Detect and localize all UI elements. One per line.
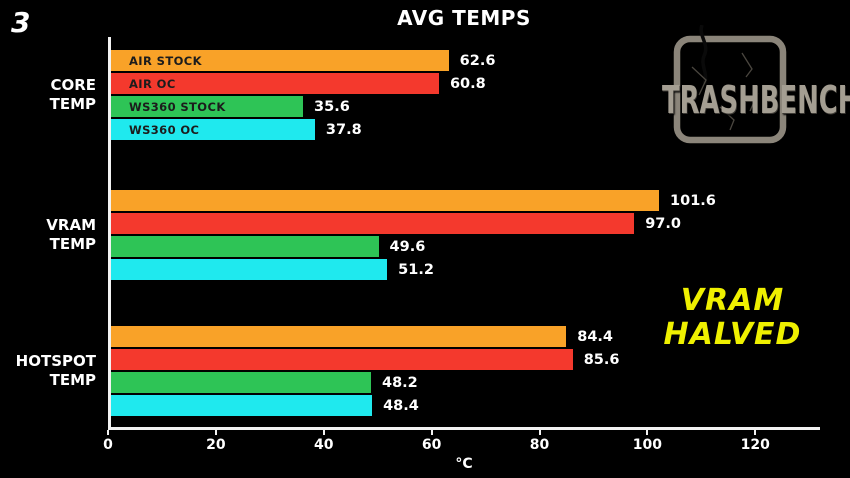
bar-air-oc-hotspot: 85.6 [111, 349, 620, 370]
group-label-line2: TEMP [49, 371, 96, 389]
bar-air-oc-vram: 97.0 [111, 213, 681, 234]
bar-air-stock-vram: 101.6 [111, 190, 716, 211]
vram-halved-line2: HALVED [663, 317, 802, 352]
trashbench-logo-frame [673, 25, 787, 144]
group-label-hotspot: HOTSPOT TEMP [0, 352, 101, 390]
bar-series-label-air-oc: AIR OC [129, 76, 176, 91]
plot-area: AIR STOCK 62.6 101.6 84.4 AIR OC 60.8 97.0 85.6… [108, 37, 820, 430]
bar-value-label: 37.8 [325, 121, 362, 138]
bar-value-label: 51.2 [398, 261, 434, 278]
x-tick-label: 40 [314, 437, 334, 453]
group-label-line1: VRAM [46, 216, 96, 234]
bar-ws360-stock-core: WS360 STOCK 35.6 [111, 96, 350, 117]
bar-air-stock-core: AIR STOCK 62.6 [111, 50, 495, 71]
bar-value-label: 48.4 [383, 397, 419, 414]
vram-halved-line1: VRAM [680, 283, 785, 318]
bar-value-label: 85.6 [583, 351, 620, 368]
bar-value-label: 101.6 [670, 192, 716, 209]
trashbench-logo: TRASHBENCH [630, 25, 850, 155]
x-tick-mark [538, 430, 541, 435]
x-tick-mark [430, 430, 433, 435]
x-tick-label: 20 [206, 437, 226, 453]
group-label-line1: CORE [50, 76, 96, 94]
x-tick-mark [754, 430, 757, 435]
group-label-line2: TEMP [49, 95, 96, 113]
x-tick-mark [322, 430, 325, 435]
x-axis-label: °C [455, 456, 473, 472]
x-tick-label: 120 [740, 437, 770, 453]
bar-air-stock-hotspot: 84.4 [111, 326, 613, 347]
bar-series-label-ws360-stock: WS360 STOCK [129, 99, 226, 114]
bar-value-label: 49.6 [389, 238, 426, 255]
bar-value-label: 97.0 [645, 215, 681, 232]
x-tick-mark [214, 430, 217, 435]
page-number: 3 [11, 6, 31, 39]
group-label-line2: TEMP [49, 235, 96, 253]
bar-value-label: 62.6 [459, 52, 496, 69]
group-label-line1: HOTSPOT [15, 352, 96, 370]
bar-value-label: 48.2 [381, 374, 418, 391]
group-label-vram: VRAM TEMP [0, 216, 101, 254]
x-tick-mark [107, 430, 109, 435]
x-tick-label: 80 [529, 437, 550, 453]
x-tick-label: 0 [103, 437, 113, 453]
bar-air-oc-core: AIR OC 60.8 [111, 73, 486, 94]
bar-value-label: 35.6 [314, 98, 350, 115]
x-tick-label: 100 [632, 437, 663, 453]
bar-ws360-oc-hotspot: 48.4 [111, 395, 419, 416]
bar-ws360-oc-core: WS360 OC 37.8 [111, 119, 362, 140]
bar-ws360-stock-vram: 49.6 [111, 236, 425, 257]
bar-ws360-stock-hotspot: 48.2 [111, 372, 418, 393]
bar-series-label-ws360-oc: WS360 OC [129, 122, 200, 137]
x-tick-mark [646, 430, 649, 435]
x-tick-label: 60 [421, 437, 442, 453]
bar-value-label: 60.8 [449, 75, 486, 92]
chart-title: AVG TEMPS [397, 6, 531, 30]
group-label-core: CORE TEMP [0, 76, 101, 114]
bar-series-label-air-stock: AIR STOCK [129, 53, 202, 68]
bar-ws360-oc-vram: 51.2 [111, 259, 434, 280]
vram-halved-annotation: VRAM HALVED [640, 284, 825, 352]
bar-value-label: 84.4 [577, 328, 614, 345]
